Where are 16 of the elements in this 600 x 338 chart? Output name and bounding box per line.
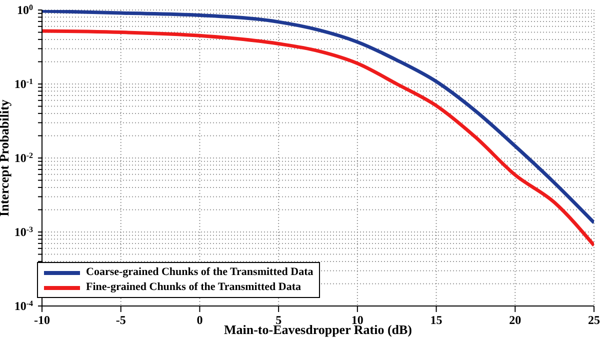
x-tick-label: 20 — [509, 313, 522, 327]
x-tick-label: 0 — [196, 313, 203, 327]
x-tick-label: 25 — [588, 313, 600, 327]
line-series — [42, 29, 594, 248]
x-tick-label: -5 — [116, 313, 126, 327]
y-tick-label: 10$^{-1}$ — [14, 76, 33, 91]
y-tick-label: 10$^{0}$ — [17, 2, 33, 17]
legend-label: Coarse-grained Chunks of the Transmitted Data — [86, 265, 314, 280]
x-tick-label: -10 — [34, 313, 50, 327]
y-tick-label: 10$^{-3}$ — [14, 224, 33, 239]
y-tick-label: 10$^{-4}$ — [14, 298, 33, 313]
legend-label: Fine-grained Chunks of the Transmitted Data — [86, 280, 302, 295]
x-tick-label: 15 — [430, 313, 442, 327]
x-tick-label: 5 — [276, 313, 282, 327]
y-tick-label: 10$^{-2}$ — [14, 150, 33, 165]
x-tick-label: 10 — [351, 313, 364, 327]
